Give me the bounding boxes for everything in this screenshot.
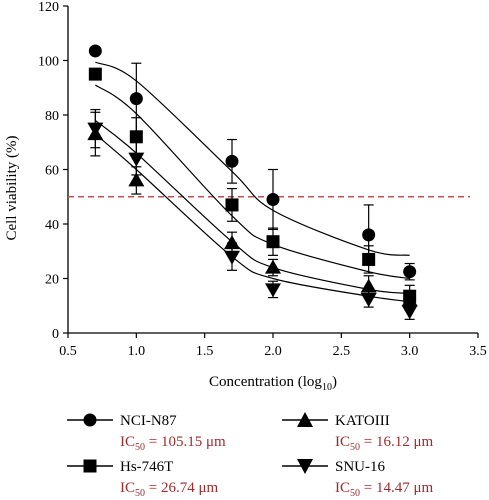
x-tick-label: 2.0 [264,344,282,359]
data-point [129,130,143,144]
circle-marker-icon [83,413,97,427]
fit-curve [94,119,410,295]
data-point [265,283,281,298]
data-point [88,67,102,81]
legend-item-hs-746t: Hs-746T IC50 = 26.74 μm [67,459,219,499]
legend: NCI-N87 IC50 = 105.15 μm Hs-746T IC50 = … [67,412,434,499]
series-snu-16 [87,108,418,320]
y-tick-label: 100 [38,55,59,70]
legend-item-katoiii: KATOIII IC50 = 16.12 μm [282,412,434,453]
legend-label: SNU-16 [335,459,386,475]
data-point [401,305,418,320]
legend-ic50: IC50 = 105.15 μm [120,434,226,453]
data-point [362,252,376,266]
data-point [225,198,239,212]
data-point [88,44,102,58]
legend-item-nci-n87: NCI-N87 IC50 = 105.15 μm [67,413,226,453]
x-tick-label: 1.5 [196,344,214,359]
y-axis-title: Cell viability (%) [4,136,20,241]
data-point [403,265,417,279]
square-marker-icon [83,459,97,473]
x-tick-label: 3.5 [469,344,487,359]
data-point [266,192,280,206]
data-point [129,92,143,106]
legend-label: Hs-746T [120,459,173,475]
legend-ic50: IC50 = 14.47 μm [335,480,434,499]
data-point [360,278,377,293]
y-tick-label: 20 [45,273,59,288]
legend-label: NCI-N87 [120,413,177,429]
data-point [224,235,240,250]
data-point [265,259,281,274]
tick-labels: 0.5 1.0 1.5 2.0 2.5 3.0 3.5 0 20 40 60 80 100 120 [38,0,487,359]
y-tick-label: 60 [45,164,59,179]
fit-curve [94,84,410,280]
data-point [266,235,280,249]
data-point [128,172,145,187]
triangle-up-marker-icon [297,412,313,427]
legend-ic50: IC50 = 26.74 μm [120,480,219,499]
data-point [128,152,145,167]
y-tick-label: 40 [45,218,59,233]
data-point [360,292,377,307]
y-tick-label: 120 [38,0,59,15]
plot-area [68,44,470,320]
data-point [362,228,376,242]
legend-label: KATOIII [335,413,390,429]
x-axis-title: Concentration (log10) [209,374,337,393]
x-tick-label: 1.0 [128,344,146,359]
data-point [225,154,239,168]
data-point [87,122,104,137]
y-tick-label: 80 [45,109,59,124]
x-tick-label: 2.5 [333,344,351,359]
x-tick-label: 0.5 [59,344,77,359]
x-tick-label: 3.0 [401,344,419,359]
y-tick-label: 0 [52,327,59,342]
triangle-down-marker-icon [297,459,313,474]
legend-item-snu-16: SNU-16 IC50 = 14.47 μm [282,459,434,499]
axes [63,5,479,338]
data-point [224,250,240,265]
legend-ic50: IC50 = 16.12 μm [335,434,434,453]
